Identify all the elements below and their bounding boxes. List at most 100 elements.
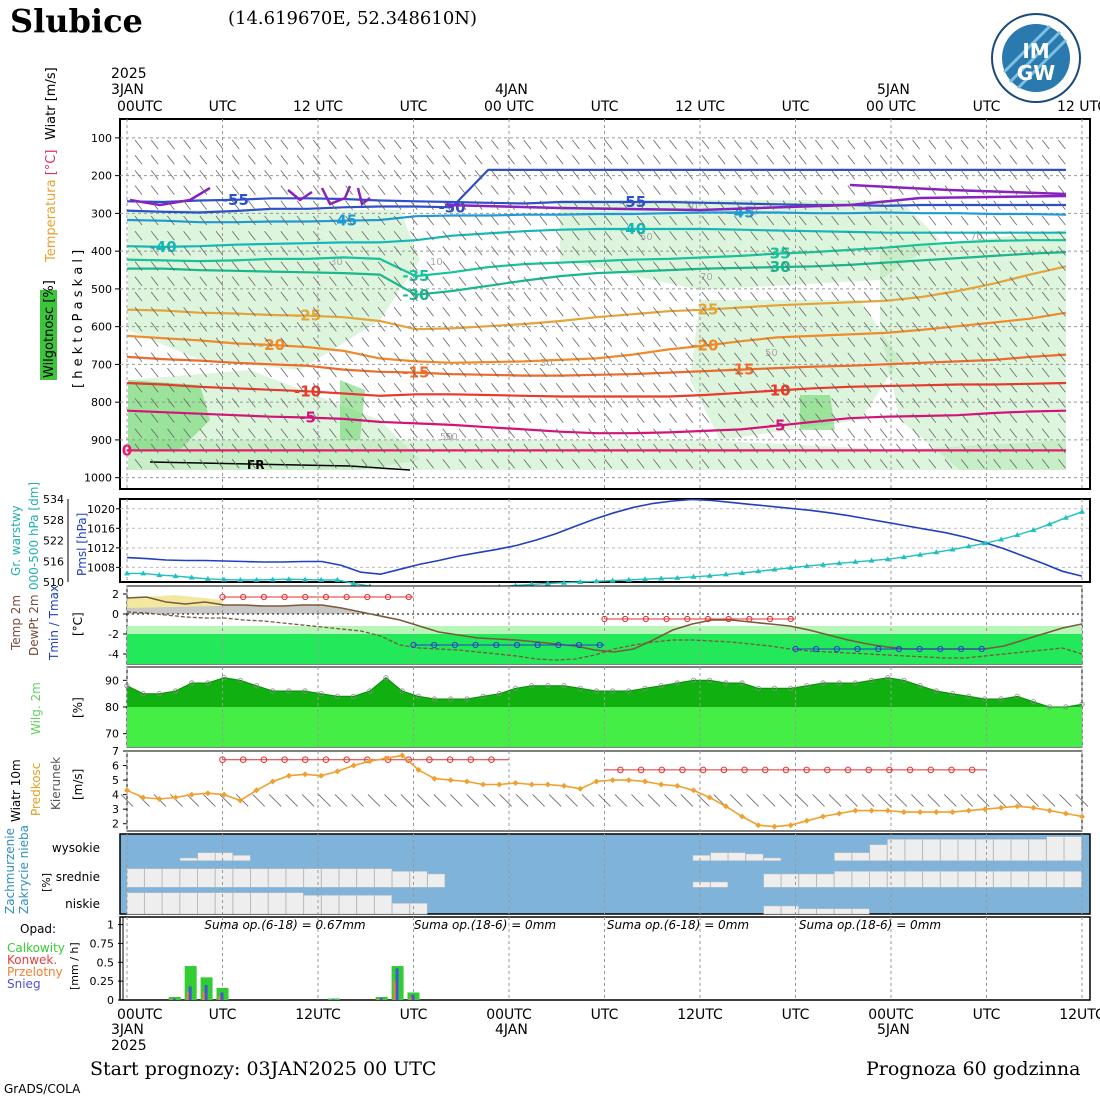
wind-barb [183,185,191,195]
wind-speed-marker [803,817,810,824]
cloud-bar [303,868,322,888]
wind-barb [150,291,159,302]
wind-barb [523,337,532,347]
wind-barb [572,230,580,241]
wind-barb [167,139,175,150]
cloud-bar [710,881,729,888]
wind-barb [231,413,240,423]
wind-barb [766,337,775,347]
wind-barb [264,185,272,195]
isotherm-label: -55 [222,191,249,209]
cloud-bar [869,871,888,888]
time-label-bottom: 12UTC [677,1007,723,1023]
wind-barb [782,291,791,302]
wind-speed-marker [820,813,826,820]
wind-barb [831,458,839,469]
wind-barb [555,139,564,150]
wind-barb [993,443,1001,454]
wind-barb [377,428,386,439]
wind-barb [993,458,1001,469]
wind-barb [345,367,353,378]
wind-barb [847,443,856,454]
wind-speed-marker [755,822,762,829]
wind-barb-10m [647,794,661,807]
wind-barb [329,185,337,195]
wind-barb [458,322,467,332]
wind-barb [539,139,548,150]
wind-barb [669,230,677,241]
time-label-bottom: UTC [209,1007,237,1023]
wind-barb [847,291,856,302]
wind-barb [912,306,920,317]
wind-barb [798,230,807,241]
time-label-top: 00 UTC [866,99,916,115]
wind-barb [831,443,839,454]
gph-marker [350,580,357,586]
wind-barb [150,170,159,180]
wind-barb [539,261,548,271]
wind-barb [993,337,1001,347]
wind-barb [523,246,532,256]
wind-barb [248,413,256,423]
time-label-bottom: 12UTC [295,1007,341,1023]
wind-barb [701,382,710,393]
wind-barb [167,276,175,287]
wind-speed-marker [900,809,907,816]
wind-barb [863,154,872,165]
gph-marker [318,576,325,582]
tropopause-line [320,185,352,206]
tropopause-line [287,189,313,202]
wind-barb [653,458,661,469]
wind-speed-marker [285,772,292,779]
wind-barb [1025,246,1034,256]
cloud-bar [975,871,994,888]
wind-barb [199,428,208,439]
humidity-marker [448,696,454,702]
wind-barb [410,337,418,347]
wind-barb [847,322,856,332]
wind-barb [653,428,661,439]
wind-tick-label: 4 [112,789,119,802]
software-credit: GrADS/COLA [4,1082,81,1096]
cloud-bar [975,839,994,861]
wind-barb [312,352,321,363]
cloud-low-label: niskie [65,897,100,911]
wind-barb [620,230,629,241]
wind-barb [410,458,418,469]
wind-barb [798,413,807,423]
wind-barb [280,185,289,195]
wind-barb [312,276,321,287]
humidity-marker [1030,699,1037,705]
wind-barb [361,291,370,302]
wind-barb [410,306,418,317]
gph-marker [1014,532,1021,537]
wind-barb [993,230,1001,241]
wind-barb [393,291,402,302]
wind-barb [329,443,337,454]
wind-barb [879,458,888,469]
precip-snow-bar [188,986,192,1000]
wind-barb [296,291,305,302]
wind-barb [653,291,661,302]
wind-barb [604,322,613,332]
wind-barb-10m [1009,794,1023,807]
wind-barb [782,398,791,408]
pmsl-tick-label: 1008 [87,561,115,574]
cloud-bar [303,895,322,915]
wind-barb [815,261,823,271]
cloud-bar [781,905,799,915]
wind-barb [555,413,564,423]
wind-barb [199,413,208,423]
wind-barb [1025,170,1034,180]
wind-barb [199,230,208,241]
wind-barb [474,382,483,393]
wind-barb [264,276,272,287]
wind-barb [977,154,985,165]
wind-barb [539,337,548,347]
wind-barb-10m [548,794,562,807]
wind-barb [766,139,775,150]
wind-barb [798,246,807,256]
wind-barb [717,154,726,165]
wind-barb [231,230,240,241]
wind-barb [798,154,807,165]
